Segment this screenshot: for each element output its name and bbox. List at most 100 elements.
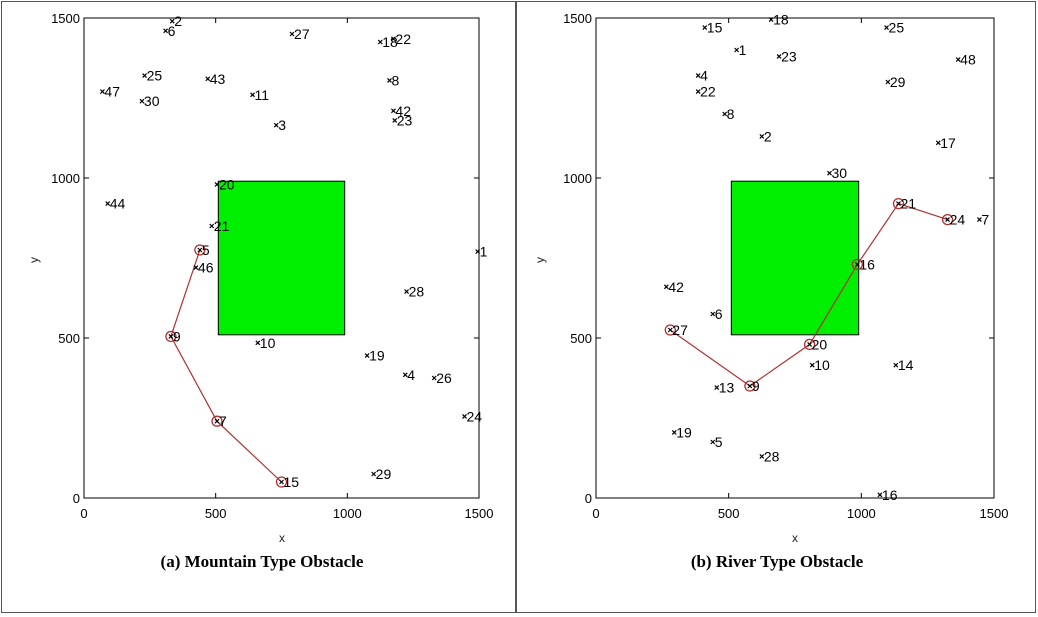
mountain-obstacle (217, 180, 346, 336)
mountain-node-label: 42 (395, 103, 411, 119)
mountain-node-label: 47 (104, 84, 120, 100)
mountain-node-label: 21 (214, 218, 230, 234)
mountain-y-tick-label: 500 (58, 331, 80, 346)
river-y-tick-label: 1500 (563, 11, 592, 26)
river-node-marker (710, 439, 716, 445)
river-path-node-ring (892, 197, 905, 210)
mountain-y-axis-label: y (27, 257, 41, 263)
mountain-node-marker (163, 28, 169, 34)
mountain-node-label: 8 (391, 72, 399, 88)
river-node-label: 17 (940, 135, 956, 151)
mountain-node-label: 28 (409, 284, 425, 300)
mountain-node-marker (250, 92, 255, 98)
mountain-node-label: 19 (369, 348, 385, 364)
mountain-node-marker (193, 265, 199, 271)
river-node-marker (885, 79, 891, 85)
mountain-node-marker (168, 333, 174, 339)
mountain-node-label: 27 (294, 26, 310, 42)
river-node-marker (809, 362, 815, 368)
river-path-node-ring (744, 380, 756, 392)
river-node-marker (714, 385, 720, 391)
river-path-node-ring (803, 338, 816, 351)
river-caption: (b) River Type Obstacle (691, 552, 864, 571)
mountain-x-tick-label: 1000 (333, 506, 362, 521)
mountain-node-label: 3 (278, 117, 286, 133)
river-node-label: 18 (773, 12, 789, 28)
panel-river-frame: 0 500 1000 1500 0 500 1000 1500 x y 18 15 25 1 23 48 4 29… (516, 1, 1036, 613)
mountain-node-marker (364, 353, 370, 359)
mountain-node-label: 30 (144, 93, 160, 109)
river-node-marker (854, 261, 860, 267)
mountain-node-marker (390, 36, 396, 42)
river-path-line (669, 202, 948, 387)
mountain-node-marker (100, 89, 105, 95)
river-node-marker (759, 453, 765, 459)
mountain-x-tick-label: 500 (205, 506, 227, 521)
river-node-label: 22 (700, 84, 716, 100)
mountain-node-label: 7 (219, 413, 227, 429)
river-node-label: 28 (764, 448, 780, 464)
river-node-label: 21 (900, 196, 916, 212)
river-node-marker (884, 25, 889, 31)
river-node-label: 24 (950, 212, 966, 228)
mountain-x-tick-label: 0 (80, 506, 87, 521)
mountain-node-label: 29 (376, 466, 392, 482)
mountain-node-marker (197, 247, 203, 253)
river-node-marker (776, 53, 782, 59)
mountain-node-marker (279, 479, 284, 485)
river-node-label: 10 (814, 357, 830, 373)
mountain-node-marker (169, 18, 175, 24)
river-node-marker (976, 217, 982, 223)
mountain-node-label: 24 (467, 408, 483, 424)
mountain-x-axis-label: x (279, 531, 285, 545)
river-node-marker (663, 284, 669, 290)
river-node-label: 23 (781, 48, 797, 64)
river-x-tick-label: 1000 (847, 506, 876, 521)
mountain-y-tick-label: 0 (73, 491, 80, 506)
mountain-node-label: 1 (480, 244, 488, 260)
panel-mountain-frame: 0 500 1000 1500 0 500 1000 1500 x y 2 6 27 18 22 25 43 47… (1, 1, 516, 613)
river-node-label: 19 (676, 424, 692, 440)
mountain-node-label: 26 (436, 370, 452, 386)
mountain-node-marker (377, 39, 383, 45)
mountain-node-label: 15 (284, 474, 300, 490)
mountain-node-marker (289, 31, 295, 37)
mountain-node-label: 44 (110, 196, 126, 212)
river-node-marker (768, 17, 774, 23)
mountain-node-label: 46 (198, 260, 214, 276)
river-node-label: 42 (668, 279, 684, 295)
mountain-node-label: 22 (395, 31, 411, 47)
river-path-node-ring (664, 324, 676, 336)
mountain-node-marker (390, 108, 396, 114)
mountain-node-label: 20 (219, 176, 235, 192)
river-node-label: 20 (812, 336, 828, 352)
river-node-marker (747, 383, 753, 389)
mountain-path-line (170, 249, 282, 483)
river-node-marker (827, 170, 832, 176)
river-x-tick-label: 1500 (980, 506, 1009, 521)
river-node-marker (710, 311, 716, 317)
mountain-node-marker (392, 117, 398, 123)
river-y-tick-label: 1000 (563, 171, 592, 186)
mountain-node-marker (142, 73, 147, 79)
river-node-marker (702, 25, 708, 31)
river-node-label: 15 (707, 20, 723, 36)
river-node-label: 30 (831, 165, 847, 181)
mountain-node-label: 25 (147, 68, 163, 84)
river-node-label: 2 (764, 128, 772, 144)
mountain-x-tick-label: 1500 (465, 506, 494, 521)
mountain-node-label: 6 (168, 23, 176, 39)
river-node-marker (759, 133, 765, 139)
mountain-node-marker (255, 340, 261, 346)
mountain-node-label: 11 (255, 87, 270, 103)
river-obstacle (730, 180, 860, 336)
river-node-label: 7 (981, 212, 989, 228)
mountain-node-marker (214, 181, 220, 187)
mountain-node-marker (273, 122, 279, 128)
river-node-label: 48 (960, 52, 976, 68)
mountain-node-marker (139, 98, 145, 104)
river-node-label: 4 (700, 68, 708, 84)
mountain-node-marker (205, 76, 211, 82)
mountain-node-label: 23 (397, 112, 413, 128)
mountain-node-marker (475, 249, 481, 255)
